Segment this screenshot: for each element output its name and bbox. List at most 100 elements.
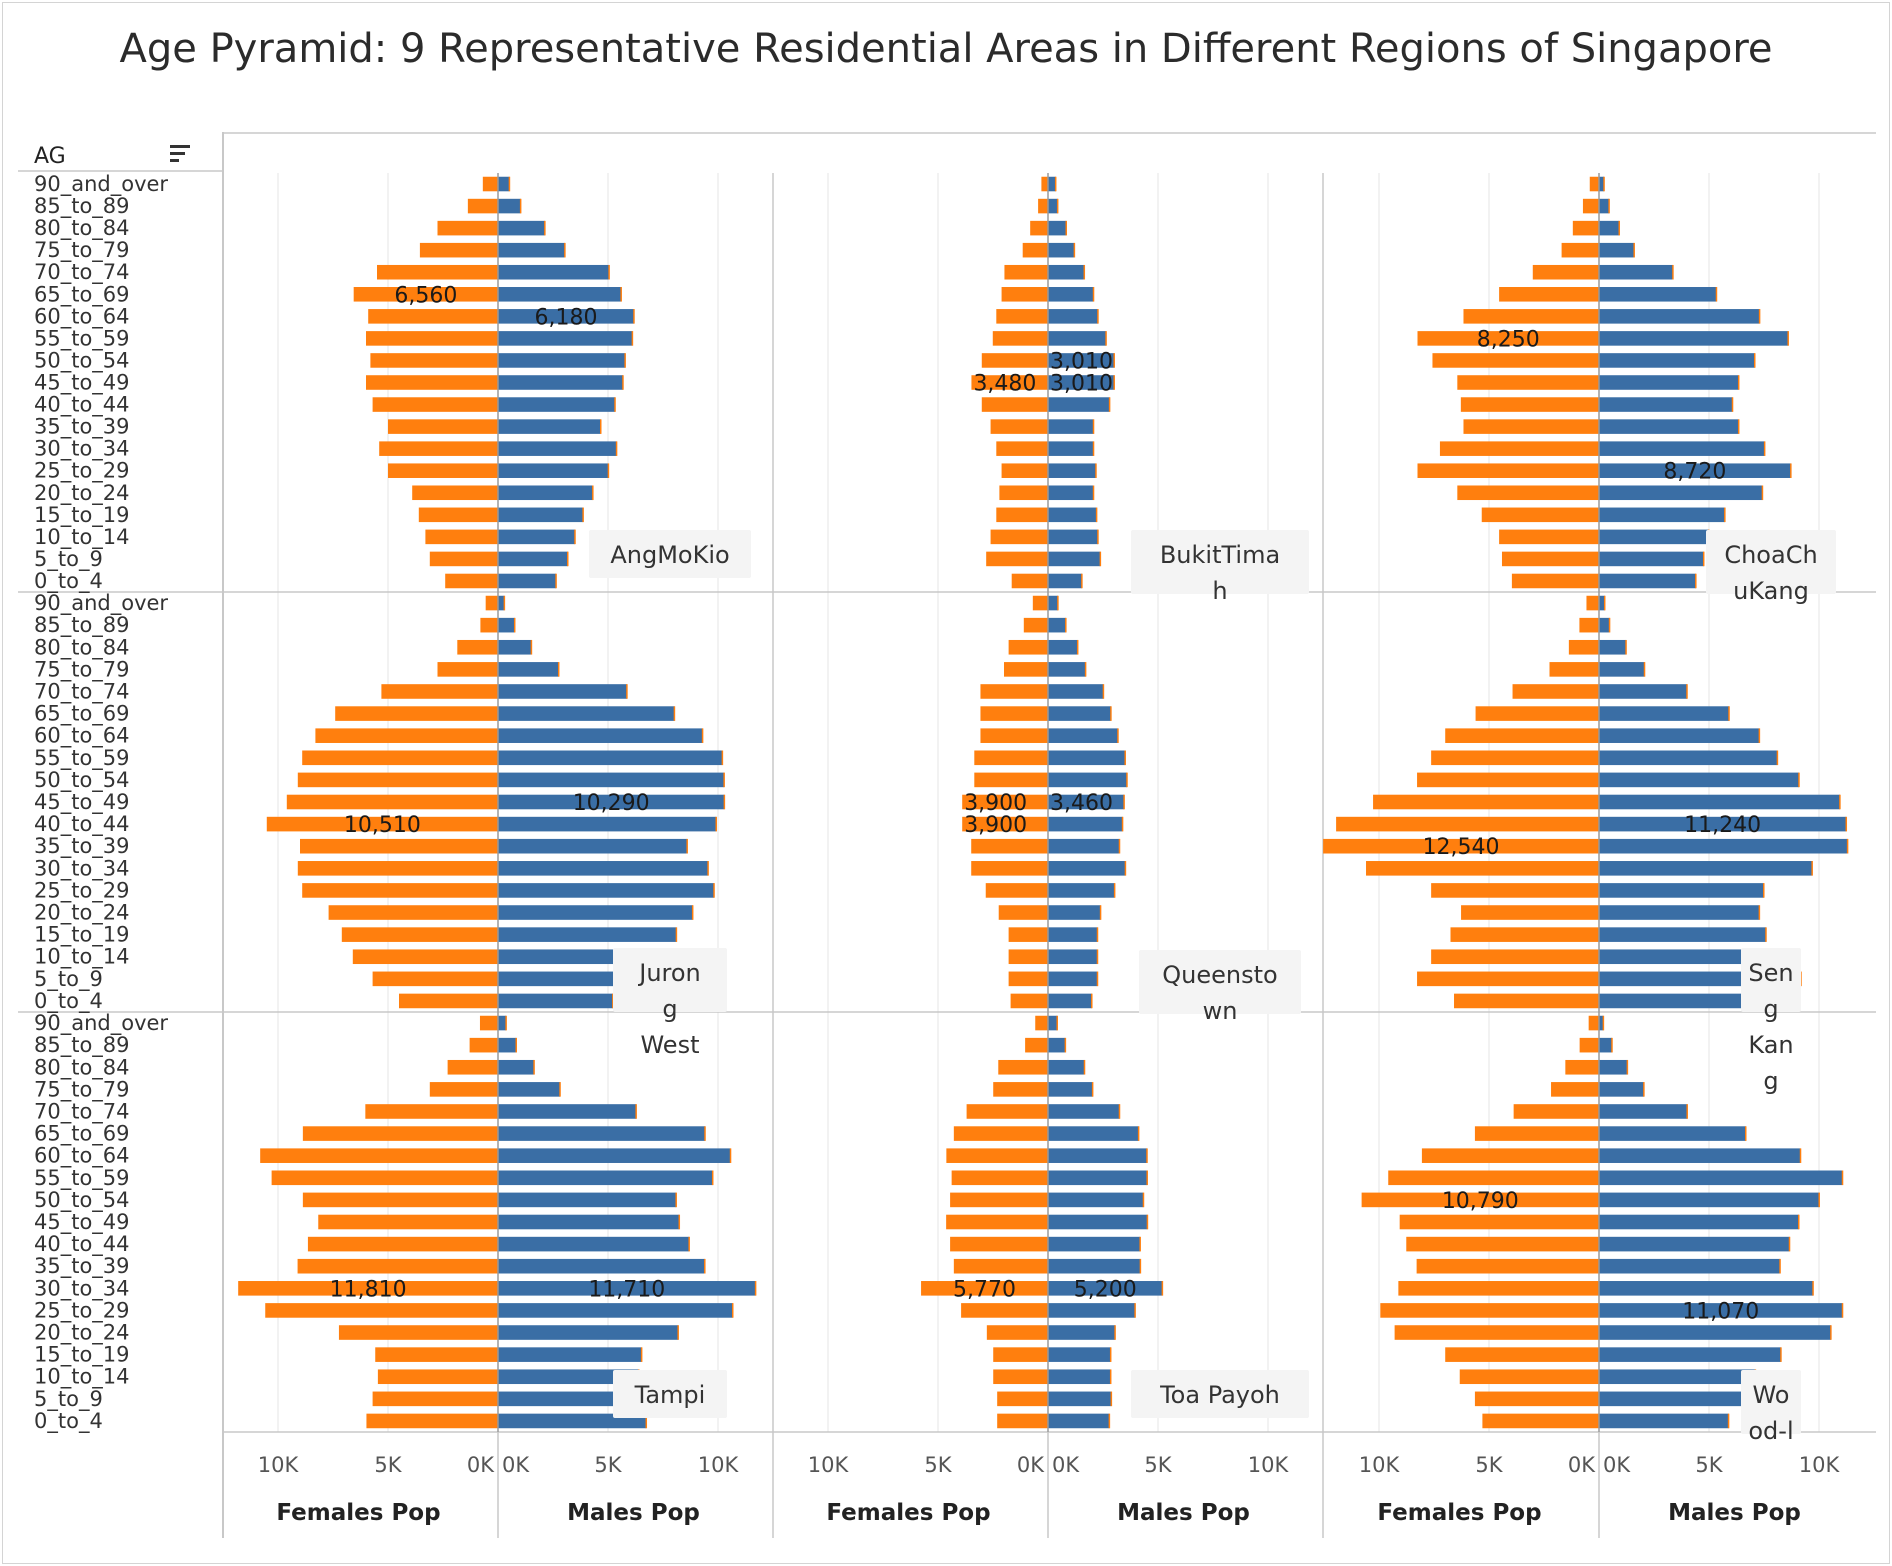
male-bar [498, 993, 613, 1009]
area-name-label: Sen [1748, 959, 1793, 987]
male-bar [1048, 905, 1101, 920]
age-group-label: 65_to_69 [34, 1122, 130, 1147]
x-axis-title-males: Males Pop [1668, 1500, 1801, 1526]
male-bar [1048, 662, 1086, 677]
male-bar [1599, 375, 1739, 390]
male-bar [1599, 1258, 1781, 1274]
area-name-box [613, 948, 727, 1012]
pyramid-panel: 3,900 3,460 3,900 Queensto wn [962, 592, 1301, 1025]
female-bar [368, 309, 498, 324]
male-bar [1599, 287, 1717, 302]
data-label: 5,200 [1074, 1277, 1137, 1302]
female-bar [1038, 198, 1048, 214]
male-bar [1048, 331, 1107, 346]
male-bar [498, 220, 545, 236]
male-bar [1599, 861, 1813, 876]
male-bar [498, 1369, 639, 1385]
pyramid-panel: 6,560 6,180 AngMoKio [353, 173, 751, 592]
female-bar [377, 264, 498, 280]
male-bar [1599, 617, 1610, 633]
male-bar [1048, 397, 1110, 412]
female-bar [318, 1214, 498, 1230]
female-bar [366, 1413, 498, 1429]
male-bar [498, 1281, 756, 1296]
age-group-label: 25_to_29 [34, 459, 130, 484]
female-bar [286, 794, 498, 810]
male-bar [498, 728, 703, 743]
female-bar [1589, 176, 1599, 192]
data-label: 5,770 [953, 1277, 1016, 1302]
female-bar [1011, 573, 1048, 589]
male-bar [1599, 728, 1760, 743]
x-tick-label: 5K [1475, 1453, 1503, 1477]
female-bar [1572, 220, 1599, 236]
age-group-label: 0_to_4 [34, 989, 103, 1014]
female-bar [437, 662, 498, 677]
male-bar [498, 1303, 733, 1318]
area-name-label: BukitTima [1160, 541, 1280, 569]
male-bar [498, 905, 693, 920]
age-group-label: 60_to_64 [34, 304, 130, 329]
male-bar [1048, 1104, 1120, 1119]
female-bar [998, 905, 1048, 920]
male-bar [1048, 264, 1085, 280]
male-bar [498, 1192, 677, 1208]
male-bar [498, 883, 715, 898]
female-bar [1445, 728, 1599, 743]
male-bar [1599, 905, 1760, 920]
female-bar [997, 1413, 1048, 1429]
age-group-label: 30_to_34 [34, 856, 130, 881]
female-bar [372, 397, 498, 412]
male-bar [1048, 1214, 1148, 1230]
x-tick-label: 5K [1144, 1453, 1172, 1477]
female-bar [998, 1059, 1048, 1075]
male-bar [1048, 529, 1098, 545]
male-bar [498, 375, 623, 390]
female-bar [1417, 971, 1599, 987]
male-bar [1599, 1281, 1814, 1296]
sort-icon[interactable] [170, 145, 190, 162]
age-group-label: 45_to_49 [34, 1210, 130, 1235]
male-bar [1048, 816, 1123, 832]
male-bar [1599, 1015, 1604, 1031]
male-bar [1599, 1236, 1790, 1252]
data-label: 6,560 [394, 283, 457, 308]
male-bar [1599, 242, 1635, 258]
male-bar [498, 242, 565, 258]
data-label: 3,010 [1050, 349, 1113, 374]
female-bar [1579, 617, 1599, 633]
age-group-label: 55_to_59 [34, 746, 130, 771]
female-bar [1388, 1170, 1599, 1186]
male-bar [498, 1148, 731, 1163]
male-bar [1048, 309, 1098, 324]
male-bar [1048, 1369, 1111, 1385]
female-bar [993, 1369, 1048, 1385]
male-bar [1599, 772, 1799, 788]
area-name-label: West [640, 1031, 699, 1059]
age-group-label: 65_to_69 [34, 702, 130, 727]
female-bar [996, 507, 1048, 523]
x-tick-label: 0K [467, 1453, 495, 1477]
female-bar [951, 1170, 1048, 1186]
male-bar [498, 264, 610, 280]
age-group-label: 0_to_4 [34, 1409, 103, 1434]
male-bar [1599, 927, 1766, 942]
age-group-label: 20_to_24 [34, 481, 130, 506]
age-group-label: 20_to_24 [34, 1321, 130, 1346]
male-bar [498, 529, 575, 545]
female-bar [971, 838, 1048, 854]
area-name-box [1131, 530, 1309, 594]
male-bar [1599, 816, 1847, 832]
x-axis-title-females: Females Pop [826, 1500, 990, 1526]
female-bar [1565, 1059, 1599, 1075]
female-bar [1421, 1148, 1599, 1163]
female-bar [1394, 1325, 1599, 1340]
pyramid-panel: 3,010 3,480 3,010 BukitTima h [971, 173, 1309, 605]
male-bar [1048, 617, 1066, 633]
male-bar [498, 551, 568, 567]
pyramid-panel: 10,510 10,290 Juron g West [266, 592, 727, 1059]
male-bar [1048, 1258, 1141, 1274]
female-bar [1398, 1281, 1599, 1296]
female-bar [974, 750, 1048, 766]
female-bar [1461, 905, 1599, 920]
